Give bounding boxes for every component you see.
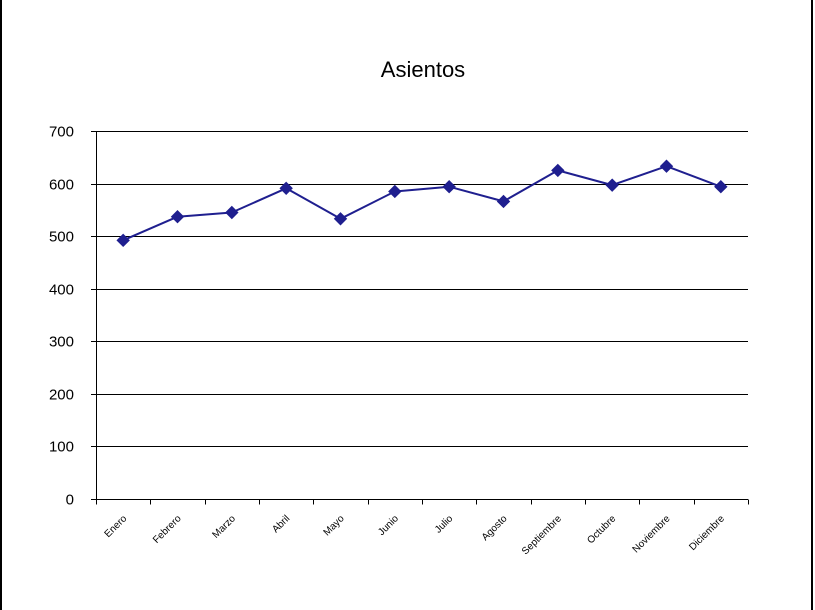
y-tick-label-200: 200 bbox=[49, 387, 74, 404]
series-line-0 bbox=[122, 165, 722, 242]
data-point-noviembre bbox=[659, 159, 674, 173]
y-tick-label-0: 0 bbox=[66, 492, 74, 509]
x-tick-label-septiembre: Septiembre bbox=[520, 513, 564, 557]
y-tick-label-100: 100 bbox=[49, 439, 74, 456]
data-point-febrero bbox=[170, 209, 185, 224]
x-tick-label-julio: Julio bbox=[433, 513, 456, 536]
y-tick-label-600: 600 bbox=[49, 177, 74, 194]
x-tick-label-febrero: Febrero bbox=[151, 513, 184, 546]
y-tick-label-500: 500 bbox=[49, 229, 74, 246]
x-tick-label-agosto: Agosto bbox=[480, 513, 510, 543]
x-tick-label-diciembre: Diciembre bbox=[687, 513, 727, 553]
chart-title: Asientos bbox=[381, 57, 465, 82]
data-point-mayo bbox=[333, 212, 348, 226]
x-tick-label-marzo: Marzo bbox=[211, 513, 239, 541]
y-tick-label-300: 300 bbox=[49, 334, 74, 351]
data-point-julio bbox=[442, 180, 456, 194]
y-tick-label-700: 700 bbox=[49, 124, 74, 141]
data-point-marzo bbox=[225, 205, 239, 220]
data-point-abril bbox=[279, 181, 293, 196]
plot-area: 0 100 200 300 400 500 600 700 Enero Febrero Marzo A… bbox=[49, 124, 749, 557]
data-point-octubre bbox=[605, 178, 619, 192]
x-tick-label-octubre: Octubre bbox=[585, 513, 618, 546]
data-point-diciembre bbox=[714, 180, 728, 194]
data-point-junio bbox=[388, 184, 402, 199]
x-tick-label-mayo: Mayo bbox=[322, 513, 347, 538]
data-point-enero bbox=[116, 233, 130, 248]
x-tick-label-enero: Enero bbox=[103, 513, 130, 540]
y-tick-label-400: 400 bbox=[49, 282, 74, 299]
x-tick-label-noviembre: Noviembre bbox=[631, 513, 673, 555]
data-point-septiembre bbox=[551, 163, 565, 178]
x-tick-label-junio: Junio bbox=[376, 513, 401, 538]
data-point-agosto bbox=[496, 194, 511, 209]
x-tick-label-abril: Abril bbox=[270, 513, 292, 535]
